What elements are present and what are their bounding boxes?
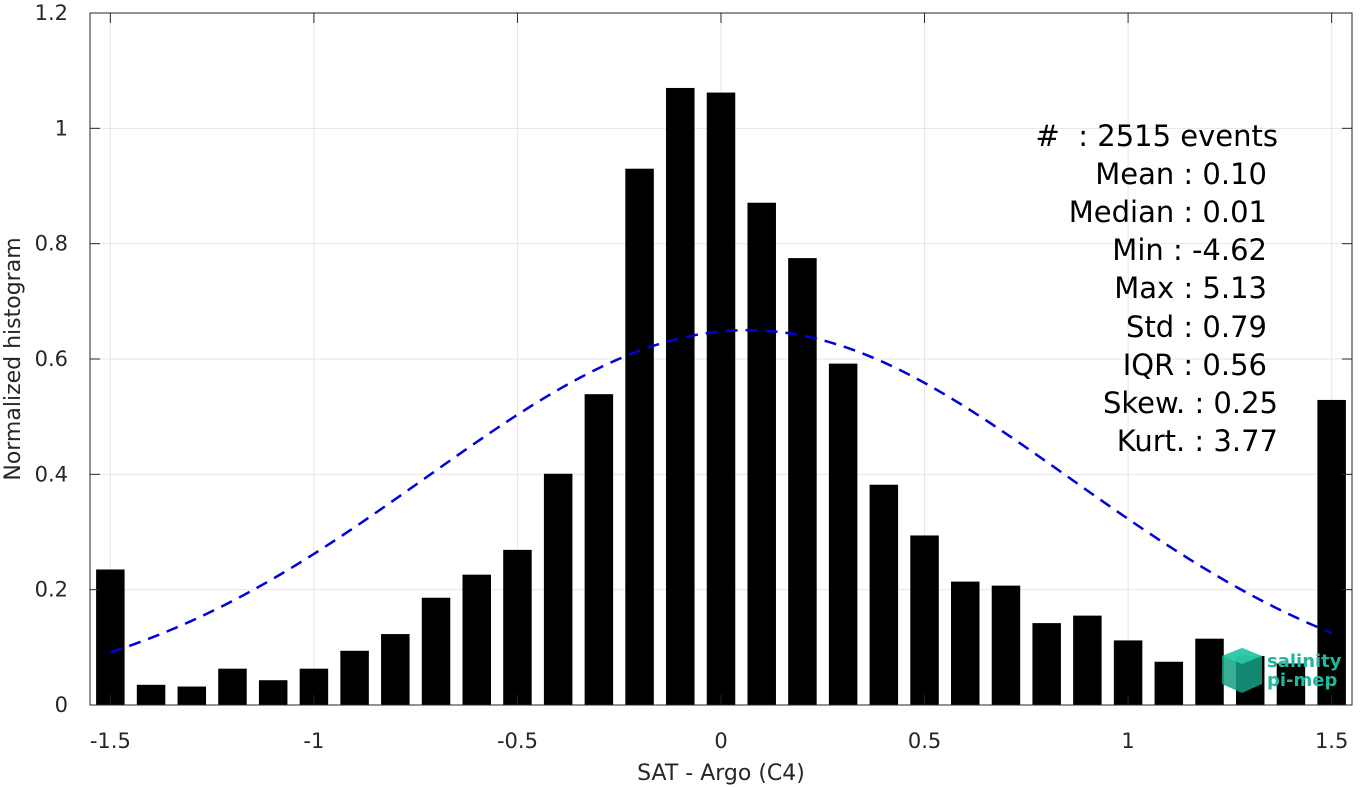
y-tick-labels: 0 0.2 0.4 0.6 0.8 1 1.2: [35, 1, 68, 717]
y-tick-label: 0.8: [35, 232, 68, 256]
x-tick-label: 1.5: [1315, 729, 1348, 753]
histogram-bar: [747, 203, 775, 705]
histogram-bar: [666, 88, 694, 705]
y-tick-label: 0.4: [35, 462, 68, 486]
logo-text-line2: pi-mep: [1267, 670, 1337, 691]
x-tick-label: 0.5: [908, 729, 941, 753]
histogram-bar: [178, 687, 206, 705]
histogram-bar: [829, 364, 857, 705]
histogram-bar: [1155, 662, 1183, 705]
histogram-bar: [1073, 616, 1101, 705]
histogram-bar: [910, 535, 938, 705]
y-tick-label: 0.2: [35, 578, 68, 602]
histogram-bar: [1032, 623, 1060, 705]
x-tick-labels: -1.5 -1 -0.5 0 0.5 1 1.5: [90, 729, 1348, 753]
logo-text-line1: salinity: [1267, 651, 1342, 672]
histogram-bar: [381, 634, 409, 705]
histogram-bar: [340, 651, 368, 705]
y-tick-label: 1.2: [35, 1, 68, 25]
histogram-bar: [1195, 639, 1223, 705]
histogram-bar: [707, 93, 735, 705]
histogram-bar: [992, 586, 1020, 705]
stat-std: Std : 0.79: [1126, 310, 1267, 344]
histogram-bar: [544, 474, 572, 705]
x-axis-label: SAT - Argo (C4): [637, 761, 805, 786]
y-tick-label: 0: [55, 693, 68, 717]
histogram-bar: [585, 394, 613, 705]
stat-skew: Skew. : 0.25: [1103, 386, 1278, 420]
x-tick-label: -1: [303, 729, 324, 753]
stat-count: # : 2515 events: [1036, 119, 1278, 153]
stat-iqr: IQR : 0.56: [1123, 348, 1267, 382]
y-tick-label: 1: [55, 116, 68, 140]
histogram-bar: [422, 598, 450, 705]
x-tick-label: 0: [714, 729, 727, 753]
y-axis-label: Normalized histogram: [1, 237, 26, 480]
stat-max: Max : 5.13: [1114, 271, 1267, 305]
stat-kurt: Kurt. : 3.77: [1117, 424, 1278, 458]
histogram-bar: [218, 669, 246, 705]
histogram-bar: [625, 169, 653, 705]
stat-min: Min : -4.62: [1112, 233, 1267, 267]
x-tick-label: 1: [1121, 729, 1134, 753]
histogram-bar: [788, 258, 816, 705]
y-tick-label: 0.6: [35, 347, 68, 371]
x-tick-label: -0.5: [497, 729, 538, 753]
stat-mean: Mean : 0.10: [1095, 157, 1267, 191]
histogram-bar: [96, 569, 124, 705]
x-tick-label: -1.5: [90, 729, 131, 753]
histogram-bar: [951, 582, 979, 705]
histogram-bar: [870, 485, 898, 705]
salinity-pimep-logo: salinity pi-mep: [1222, 648, 1342, 693]
histogram-bar: [259, 680, 287, 705]
histogram-bar: [137, 685, 165, 705]
histogram-bar: [503, 550, 531, 705]
histogram-bar: [462, 575, 490, 705]
stat-median: Median : 0.01: [1069, 195, 1267, 229]
